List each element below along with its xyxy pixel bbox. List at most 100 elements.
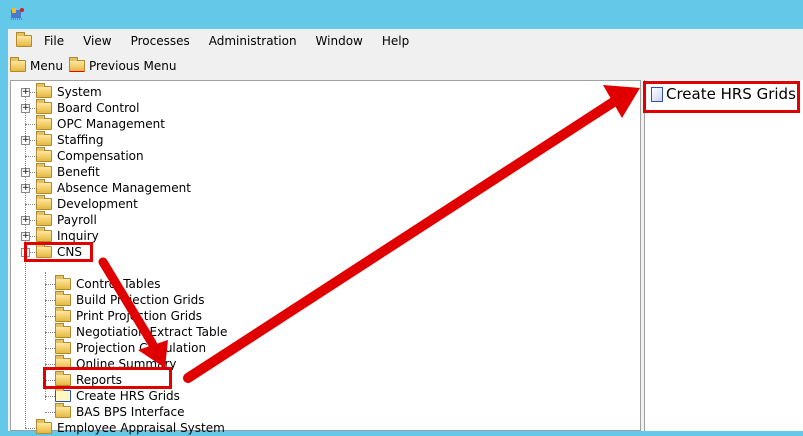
- tree-item-label: CNS: [57, 245, 82, 259]
- menu-processes[interactable]: Processes: [130, 34, 190, 48]
- folder-icon: [55, 275, 71, 290]
- tree-line: [25, 236, 37, 237]
- open-folder-icon: [55, 387, 71, 402]
- tree-line: [45, 300, 55, 301]
- tree-item-label: Staffing: [57, 133, 104, 147]
- tree-item[interactable]: Control Tables: [55, 275, 161, 292]
- menu-file[interactable]: File: [44, 34, 65, 48]
- title-bar: [0, 0, 803, 29]
- expand-toggle[interactable]: +: [21, 167, 30, 177]
- create-hrs-grids-item[interactable]: Create HRS Grids: [651, 85, 796, 103]
- tree-line: [45, 272, 46, 400]
- create-hrs-grids-label: Create HRS Grids: [666, 85, 796, 103]
- tree-item-label: Absence Management: [57, 181, 191, 195]
- tree-item-label: Projection Calculation: [76, 341, 207, 355]
- tree-item-label: Employee Appraisal System: [57, 421, 225, 435]
- tree-item-label: Control Tables: [76, 277, 161, 291]
- folder-icon: [55, 371, 71, 386]
- previous-menu-button[interactable]: Previous Menu: [68, 57, 176, 73]
- tree-item[interactable]: Print Projection Grids: [55, 307, 203, 324]
- expand-toggle[interactable]: +: [21, 183, 30, 193]
- app-icon: [11, 8, 24, 20]
- tree-line: [25, 124, 37, 125]
- menu-button-label: Menu: [30, 59, 63, 73]
- folder-icon: [36, 115, 52, 130]
- tree-line: [25, 188, 37, 189]
- folder-icon: [36, 195, 52, 210]
- tree-item-label: OPC Management: [57, 117, 165, 131]
- splitter[interactable]: [641, 80, 645, 431]
- expand-toggle[interactable]: +: [21, 87, 30, 97]
- menu-administration[interactable]: Administration: [208, 34, 297, 48]
- folder-icon: [36, 163, 52, 178]
- folder-icon: [55, 403, 71, 418]
- tree-line: [45, 364, 55, 365]
- right-panel: Create HRS Grids: [645, 80, 803, 431]
- tree-line: [45, 396, 55, 397]
- toolbar: Menu Previous Menu: [8, 54, 803, 78]
- expand-toggle[interactable]: +: [21, 215, 30, 225]
- menu-window[interactable]: Window: [315, 34, 363, 48]
- tree-item[interactable]: Benefit: [36, 163, 100, 180]
- tree-item-label: Reports: [76, 373, 123, 387]
- tree-line: [45, 332, 55, 333]
- previous-folder-icon: [68, 57, 85, 72]
- tree-item[interactable]: OPC Management: [36, 115, 165, 132]
- tree-item-label: Benefit: [57, 165, 100, 179]
- expand-toggle[interactable]: +: [21, 103, 30, 113]
- expand-toggle[interactable]: +: [21, 135, 30, 145]
- menu-bar: File View Processes Administration Windo…: [8, 29, 803, 53]
- tree-item-label: Inquiry: [57, 229, 99, 243]
- tree-item[interactable]: Board Control: [36, 99, 140, 116]
- tree-item-label: Development: [57, 197, 138, 211]
- tree-line: [25, 92, 37, 93]
- tree-item[interactable]: Inquiry: [36, 227, 99, 244]
- folder-icon: [55, 291, 71, 306]
- tree-line: [45, 348, 55, 349]
- menu-help[interactable]: Help: [381, 34, 410, 48]
- tree-line: [25, 428, 37, 429]
- folder-icon: [55, 323, 71, 338]
- tree-item[interactable]: Projection Calculation: [55, 339, 207, 356]
- tree-item[interactable]: System: [36, 83, 102, 100]
- tree-line: [25, 140, 37, 141]
- tree-item-label: Create HRS Grids: [76, 389, 180, 403]
- expand-toggle[interactable]: +: [21, 231, 30, 241]
- folder-icon: [36, 99, 52, 114]
- folder-icon: [36, 227, 52, 242]
- tree-item[interactable]: Payroll: [36, 211, 97, 228]
- folder-icon: [36, 211, 52, 226]
- tree-item[interactable]: Reports: [55, 371, 123, 388]
- folder-icon: [55, 339, 71, 354]
- tree-item[interactable]: Create HRS Grids: [55, 387, 180, 404]
- tree-line: [25, 172, 37, 173]
- tree-item[interactable]: Build Projection Grids: [55, 291, 205, 308]
- folder-icon: [36, 131, 52, 146]
- tree-item[interactable]: Development: [36, 195, 138, 212]
- folder-icon: [55, 307, 71, 322]
- tree-item[interactable]: Employee Appraisal System: [36, 419, 225, 436]
- folder-icon: [16, 32, 32, 47]
- menu-view[interactable]: View: [83, 34, 112, 48]
- tree-line: [45, 316, 55, 317]
- tree-item-label: Print Projection Grids: [76, 309, 203, 323]
- tree-item[interactable]: Absence Management: [36, 179, 191, 196]
- tree-item-label: Payroll: [57, 213, 97, 227]
- tree-item-label: Board Control: [57, 101, 140, 115]
- folder-icon: [36, 419, 52, 434]
- highlight-right-item: [643, 81, 800, 113]
- highlight-cns: [24, 242, 93, 262]
- tree-item-label: Negotiation Extract Table: [76, 325, 228, 339]
- tree-item[interactable]: Staffing: [36, 131, 104, 148]
- tree-item[interactable]: Compensation: [36, 147, 144, 164]
- folder-icon: [10, 57, 26, 72]
- tree-line: [25, 108, 37, 109]
- tree-line: [25, 204, 37, 205]
- tree-item[interactable]: CNS: [36, 243, 82, 260]
- tree-item[interactable]: Negotiation Extract Table: [55, 323, 228, 340]
- menu-button[interactable]: Menu: [10, 57, 63, 73]
- tree-line: [45, 284, 55, 285]
- tree-line: [45, 412, 55, 413]
- tree-item[interactable]: BAS BPS Interface: [55, 403, 185, 420]
- highlight-create-hrs-grids: [43, 367, 172, 389]
